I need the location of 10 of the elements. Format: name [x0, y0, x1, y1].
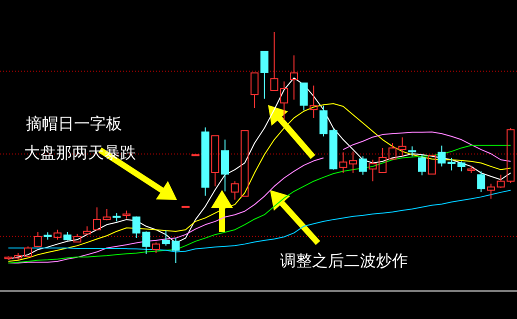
- candlestick: [320, 105, 328, 137]
- candlestick: [290, 54, 298, 100]
- candlestick: [349, 150, 358, 174]
- candlestick: [172, 238, 180, 264]
- annotation: 调整之后二波炒作: [280, 251, 408, 270]
- candlestick: [398, 136, 406, 157]
- annotation: 摘帽日一字板: [26, 114, 122, 133]
- candlestick: [339, 152, 348, 174]
- candlestick: [221, 139, 229, 192]
- candlestick: [310, 85, 318, 118]
